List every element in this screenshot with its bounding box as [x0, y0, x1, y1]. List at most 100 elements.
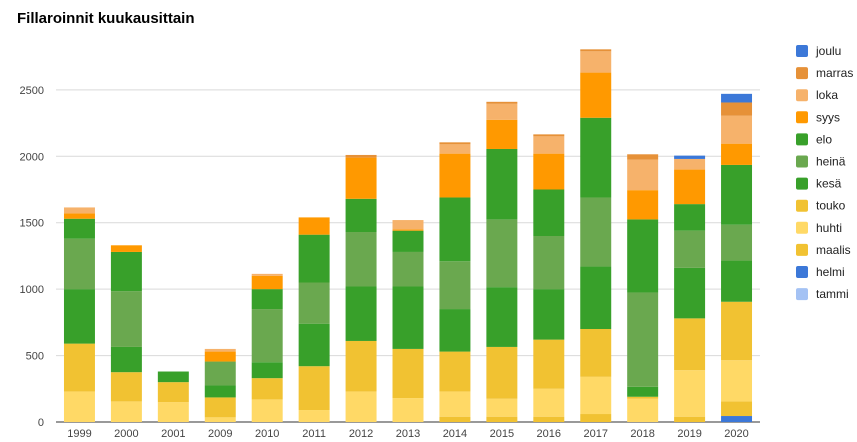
bar-segment-kesä-2011[interactable]	[298, 323, 330, 367]
bar-segment-kesä-2019[interactable]	[674, 267, 706, 319]
bar-segment-loka-2013[interactable]	[392, 220, 424, 230]
bar-segment-heinä-2018[interactable]	[627, 292, 659, 387]
bar-segment-huhti-2015[interactable]	[486, 398, 518, 417]
bar-segment-touko-2018[interactable]	[627, 396, 659, 399]
bar-segment-marras-2014[interactable]	[439, 142, 471, 145]
bar-segment-huhti-2019[interactable]	[674, 370, 706, 417]
legend-swatch-touko[interactable]	[796, 199, 808, 212]
bar-segment-elo-2017[interactable]	[580, 117, 612, 198]
bar-segment-heinä-1999[interactable]	[63, 238, 95, 290]
bar-segment-huhti-2010[interactable]	[251, 399, 283, 422]
bar-segment-loka-2009[interactable]	[204, 348, 236, 352]
bar-segment-elo-2011[interactable]	[298, 234, 330, 283]
bar-segment-touko-2017[interactable]	[580, 329, 612, 377]
bar-segment-marras-2016[interactable]	[533, 134, 565, 137]
bar-segment-marras-2017[interactable]	[580, 49, 612, 52]
bar-segment-touko-2012[interactable]	[345, 340, 377, 392]
bar-segment-huhti-2017[interactable]	[580, 376, 612, 415]
bar-segment-syys-2020[interactable]	[721, 143, 753, 165]
bar-segment-syys-2009[interactable]	[204, 351, 236, 362]
bar-segment-loka-2016[interactable]	[533, 136, 565, 154]
legend-swatch-huhti[interactable]	[796, 221, 808, 234]
bar-segment-joulu-2019[interactable]	[674, 155, 706, 159]
bar-segment-kesä-2013[interactable]	[392, 286, 424, 349]
bar-segment-huhti-2020[interactable]	[721, 360, 753, 402]
bar-segment-loka-2019[interactable]	[674, 158, 706, 170]
bar-segment-syys-2017[interactable]	[580, 72, 612, 118]
bar-segment-loka-1999[interactable]	[63, 207, 95, 214]
bar-segment-loka-2015[interactable]	[486, 103, 518, 120]
legend-label-heinä[interactable]: heinä	[816, 155, 846, 169]
bar-segment-loka-2017[interactable]	[580, 51, 612, 73]
bar-segment-elo-2012[interactable]	[345, 198, 377, 233]
bar-segment-syys-2019[interactable]	[674, 169, 706, 205]
legend-label-syys[interactable]: syys	[816, 110, 840, 124]
bar-segment-kesä-1999[interactable]	[63, 289, 95, 344]
legend-swatch-syys[interactable]	[796, 111, 808, 124]
legend-label-kesä[interactable]: kesä	[816, 177, 842, 191]
bar-segment-kesä-2018[interactable]	[627, 386, 659, 397]
bar-segment-elo-2013[interactable]	[392, 230, 424, 252]
legend-label-elo[interactable]: elo	[816, 132, 832, 146]
bar-segment-heinä-2015[interactable]	[486, 219, 518, 288]
bar-segment-touko-2001[interactable]	[157, 382, 189, 403]
legend-swatch-marras[interactable]	[796, 67, 808, 80]
bar-segment-loka-2010[interactable]	[251, 273, 283, 276]
bar-segment-marras-2018[interactable]	[627, 154, 659, 160]
bar-segment-syys-2012[interactable]	[345, 157, 377, 199]
bar-segment-syys-2016[interactable]	[533, 153, 565, 190]
bar-segment-heinä-2011[interactable]	[298, 282, 330, 324]
bar-segment-kesä-2012[interactable]	[345, 286, 377, 341]
bar-segment-huhti-2018[interactable]	[627, 398, 659, 422]
legend-swatch-joulu[interactable]	[796, 45, 808, 57]
bar-segment-heinä-2009[interactable]	[204, 361, 236, 386]
bar-segment-heinä-2012[interactable]	[345, 232, 377, 287]
legend-swatch-loka[interactable]	[796, 89, 808, 102]
bar-segment-elo-1999[interactable]	[63, 218, 95, 239]
bar-segment-huhti-2013[interactable]	[392, 398, 424, 422]
bar-segment-loka-2018[interactable]	[627, 159, 659, 191]
legend-swatch-helmi[interactable]	[796, 266, 808, 278]
legend-swatch-elo[interactable]	[796, 133, 808, 146]
bar-segment-loka-2014[interactable]	[439, 144, 471, 154]
bar-segment-maalis-2017[interactable]	[580, 414, 612, 422]
bar-segment-huhti-1999[interactable]	[63, 391, 95, 422]
bar-segment-syys-2013[interactable]	[392, 229, 424, 231]
legend-label-tammi[interactable]: tammi	[816, 287, 849, 301]
bar-segment-marras-2020[interactable]	[721, 102, 753, 116]
legend-label-joulu[interactable]: joulu	[815, 44, 841, 58]
bar-segment-maalis-2019[interactable]	[674, 416, 706, 422]
bar-segment-heinä-2000[interactable]	[110, 291, 142, 347]
bar-segment-kesä-2016[interactable]	[533, 289, 565, 340]
bar-segment-joulu-2020[interactable]	[721, 93, 753, 103]
legend-label-maalis[interactable]: maalis	[816, 243, 851, 257]
bar-segment-touko-2020[interactable]	[721, 301, 753, 361]
bar-segment-huhti-2009[interactable]	[204, 417, 236, 422]
bar-segment-kesä-2010[interactable]	[251, 362, 283, 379]
bar-segment-huhti-2012[interactable]	[345, 391, 377, 422]
bar-segment-huhti-2016[interactable]	[533, 388, 565, 417]
bar-segment-huhti-2011[interactable]	[298, 410, 330, 422]
bar-segment-syys-2011[interactable]	[298, 217, 330, 235]
legend-swatch-tammi[interactable]	[796, 288, 808, 301]
legend-label-huhti[interactable]: huhti	[816, 221, 842, 235]
bar-segment-maalis-2020[interactable]	[721, 401, 753, 417]
bar-segment-elo-2020[interactable]	[721, 164, 753, 225]
bar-segment-heinä-2019[interactable]	[674, 230, 706, 268]
legend-swatch-heinä[interactable]	[796, 155, 808, 168]
legend[interactable]: joulu marras loka syys elo heinä kesä touko huht…	[796, 44, 853, 301]
bar-segment-maalis-2015[interactable]	[486, 416, 518, 422]
bar-segment-touko-1999[interactable]	[63, 343, 95, 392]
bar-segment-touko-2015[interactable]	[486, 346, 518, 399]
legend-label-marras[interactable]: marras	[816, 66, 853, 80]
bar-segment-kesä-2017[interactable]	[580, 266, 612, 329]
bar-segment-kesä-2000[interactable]	[110, 346, 142, 373]
bar-segment-touko-2013[interactable]	[392, 348, 424, 399]
bar-segment-touko-2009[interactable]	[204, 397, 236, 418]
bar-segment-kesä-2009[interactable]	[204, 385, 236, 398]
bar-segment-heinä-2020[interactable]	[721, 224, 753, 261]
bar-segment-maalis-2016[interactable]	[533, 416, 565, 422]
bar-segment-kesä-2014[interactable]	[439, 309, 471, 352]
bar-segment-syys-1999[interactable]	[63, 213, 95, 219]
bar-segment-marras-2012[interactable]	[345, 154, 377, 158]
